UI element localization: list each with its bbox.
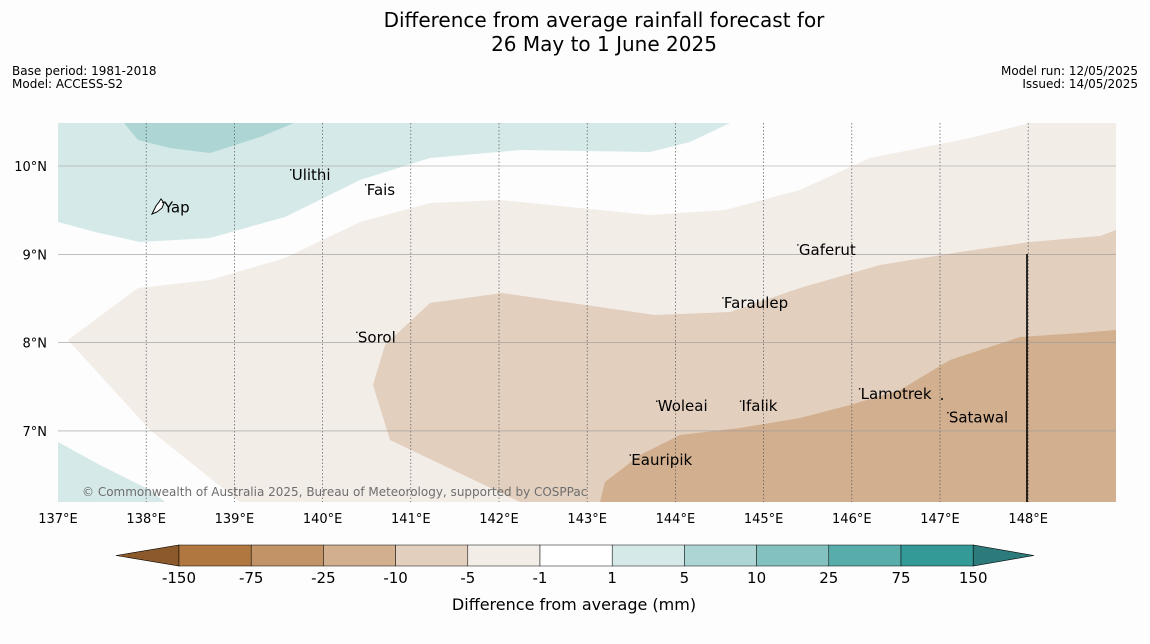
colorbar-segment: [828, 544, 902, 567]
place-label: Fais: [367, 181, 396, 199]
colorbar-tick-label: -5: [460, 569, 475, 587]
lon-tick-label: 145°E: [744, 512, 784, 527]
lon-tick-label: 144°E: [656, 512, 696, 527]
lat-tick-label: 10°N: [14, 160, 47, 175]
place-label: Yap: [163, 199, 190, 217]
colorbar-segment: [323, 544, 396, 567]
colorbar-tick-label: -75: [239, 569, 264, 587]
title-line-1: Difference from average rainfall forecas…: [383, 8, 825, 32]
colorbar-segment: [684, 544, 757, 567]
colorbar-tick-label: -1: [533, 569, 548, 587]
band-drier-5-to-10: [373, 230, 1116, 502]
lon-tick-label: 141°E: [391, 512, 431, 527]
issued-date: Issued: 14/05/2025: [1022, 77, 1138, 91]
colorbar-tick-label: 150: [959, 569, 988, 587]
colorbar-tick-label: -25: [311, 569, 336, 587]
place-label: Ulithi: [292, 166, 331, 184]
lat-tick-label: 7°N: [23, 425, 48, 440]
lon-tick-label: 138°E: [126, 512, 166, 527]
place-labels: Yap Ulithi Fais Gaferut Faraulep Sorol Woleai I…: [162, 166, 1008, 469]
band-wetter-corner: [58, 442, 165, 502]
place-marker: [629, 454, 632, 456]
place-marker: [162, 201, 164, 204]
band-drier-10-to-25: [600, 330, 1116, 502]
attribution: © Commonwealth of Australia 2025, Bureau…: [82, 485, 587, 499]
place-label: Gaferut: [799, 241, 856, 259]
colorbar-segment: [178, 544, 252, 567]
colorbar-tick-label: 75: [891, 569, 910, 587]
colorbar-segment: [395, 544, 469, 567]
lon-tick-label: 146°E: [832, 512, 872, 527]
lon-tick-label: 142°E: [479, 512, 519, 527]
colorbar-tick-label: 10: [747, 569, 766, 587]
place-label: Satawal: [949, 409, 1008, 427]
place-label: Faraulep: [724, 294, 788, 312]
lon-tick-label: 140°E: [303, 512, 343, 527]
model-name: Model: ACCESS-S2: [12, 77, 124, 91]
model-run: Model run: 12/05/2025: [1000, 64, 1138, 78]
lon-tick-label: 143°E: [567, 512, 607, 527]
place-marker: [655, 400, 658, 402]
band-wetter-1-to-5: [58, 123, 730, 242]
yap-island-outline: [150, 198, 165, 215]
longitude-gridlines: [145, 123, 1029, 502]
place-marker: [947, 411, 949, 414]
place-label: Woleai: [658, 397, 708, 415]
colorbar-extend-high: [972, 544, 1035, 567]
place-label: Ifalik: [742, 397, 778, 415]
place-marker: [722, 297, 724, 299]
map-title: Difference from average rainfall forecas…: [0, 8, 1150, 56]
place-marker: [797, 244, 799, 246]
place-marker: [364, 184, 367, 186]
lon-tick-label: 148°E: [1008, 512, 1048, 527]
latitude-gridlines: [58, 165, 1116, 432]
map-area: Yap Ulithi Fais Gaferut Faraulep Sorol Woleai I…: [58, 123, 1116, 502]
colorbar-segment: [467, 544, 541, 567]
base-period: Base period: 1981-2018: [12, 64, 157, 78]
lat-tick-label: 9°N: [23, 248, 48, 263]
colorbar-tick-label: 5: [680, 569, 690, 587]
island-dot: [941, 398, 943, 400]
colorbar-tick-label: -10: [383, 569, 408, 587]
colorbar-extend-low: [115, 544, 180, 567]
colorbar-segment: [539, 544, 613, 567]
place-label: Sorol: [358, 328, 396, 346]
colorbar-tick-label: -150: [162, 569, 196, 587]
colorbar-segment: [611, 544, 685, 567]
meta-right: Model run: 12/05/2025 Issued: 14/05/2025: [1001, 65, 1138, 91]
colorbar-segment: [250, 544, 324, 567]
longitude-labels: 137°E 138°E 139°E 140°E 141°E 142°E 143°E 144°E…: [38, 512, 1048, 527]
lon-tick-label: 139°E: [215, 512, 255, 527]
colorbar-tick-label: 1: [607, 569, 617, 587]
lat-tick-label: 8°N: [23, 337, 48, 352]
lon-tick-label: 137°E: [38, 512, 78, 527]
latitude-labels: 10°N 9°N 8°N 7°N: [14, 160, 47, 440]
place-label: Eauripik: [631, 451, 692, 469]
place-marker: [289, 169, 292, 171]
colorbar-segment: [900, 544, 974, 567]
title-line-2: 26 May to 1 June 2025: [491, 32, 717, 56]
place-marker: [858, 388, 861, 390]
place-marker: [356, 331, 358, 334]
band-drier-1-to-5: [68, 123, 1116, 502]
map-background: [58, 123, 1116, 502]
colorbar: -150 -75 -25 -10 -5 -1 1 5 10 25 75 150: [115, 544, 1035, 587]
colorbar-segment: [756, 544, 830, 567]
place-marker: [739, 400, 742, 402]
place-label: Lamotrek: [861, 385, 932, 403]
colorbar-tick-label: 25: [819, 569, 838, 587]
meta-left: Base period: 1981-2018 Model: ACCESS-S2: [12, 65, 157, 91]
lon-tick-label: 147°E: [920, 512, 960, 527]
band-wetter-5-to-10: [124, 123, 294, 153]
colorbar-label: Difference from average (mm): [452, 595, 696, 614]
